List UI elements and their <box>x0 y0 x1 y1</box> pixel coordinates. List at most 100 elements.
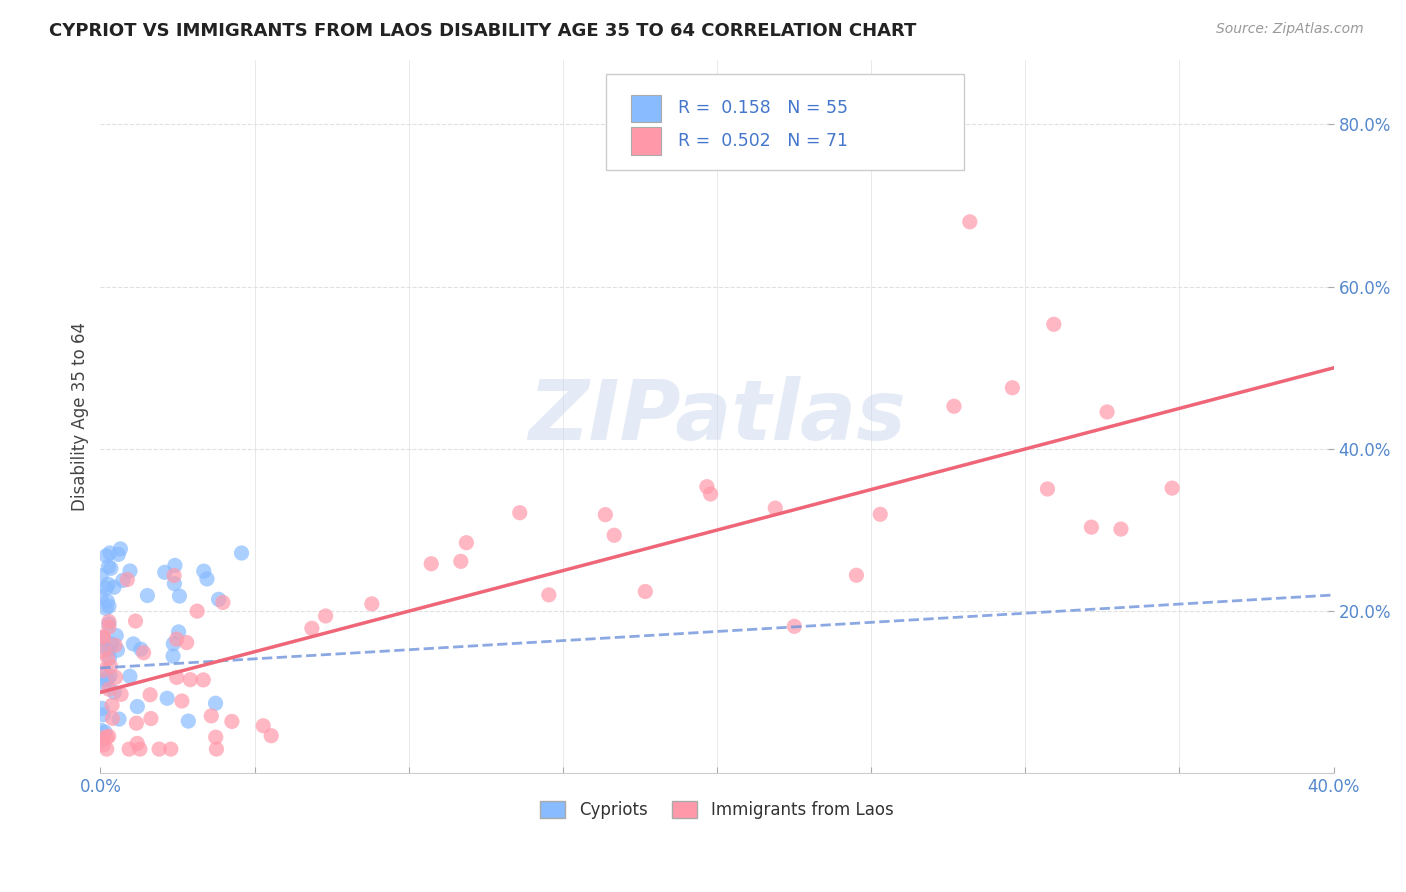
Text: CYPRIOT VS IMMIGRANTS FROM LAOS DISABILITY AGE 35 TO 64 CORRELATION CHART: CYPRIOT VS IMMIGRANTS FROM LAOS DISABILI… <box>49 22 917 40</box>
Point <box>166 632 188 647</box>
Point <box>699 487 721 501</box>
Point <box>221 714 243 729</box>
Point <box>456 535 478 549</box>
Point <box>98 546 121 560</box>
Point <box>104 670 127 684</box>
Point <box>103 685 125 699</box>
Point <box>156 691 179 706</box>
Point <box>93 630 115 644</box>
Point <box>97 642 120 657</box>
Point <box>200 709 222 723</box>
Point <box>163 568 186 582</box>
Point <box>101 698 124 713</box>
Point <box>167 624 190 639</box>
Point <box>93 630 115 644</box>
Point <box>163 558 186 573</box>
Point <box>1109 522 1132 536</box>
Point <box>205 742 228 756</box>
Point <box>93 663 115 677</box>
Point <box>97 682 120 697</box>
Point <box>1080 520 1102 534</box>
Point <box>139 712 162 726</box>
Point <box>91 707 114 722</box>
Point <box>110 541 132 556</box>
Text: R =  0.502   N = 71: R = 0.502 N = 71 <box>678 132 848 150</box>
Point <box>127 736 149 750</box>
Point <box>93 738 115 752</box>
Point <box>162 649 184 664</box>
Point <box>129 742 152 756</box>
Text: ZIPatlas: ZIPatlas <box>529 376 905 457</box>
Point <box>177 714 200 728</box>
Point <box>603 528 626 542</box>
Point <box>193 673 215 687</box>
Point <box>212 595 235 609</box>
Point <box>100 659 122 673</box>
Point <box>93 645 115 659</box>
Point <box>117 573 139 587</box>
Point <box>93 673 115 687</box>
Point <box>186 604 208 618</box>
Point <box>97 616 120 631</box>
Point <box>96 742 118 756</box>
Point <box>93 731 115 745</box>
Point <box>193 564 215 578</box>
Point <box>94 601 117 615</box>
Point <box>93 666 115 681</box>
Point <box>204 730 226 744</box>
Point <box>101 711 124 725</box>
Point <box>420 557 443 571</box>
Point <box>118 564 141 578</box>
Point <box>111 574 134 588</box>
Point <box>943 399 966 413</box>
FancyBboxPatch shape <box>631 128 661 154</box>
Point <box>315 609 337 624</box>
Point <box>170 694 193 708</box>
Point <box>97 620 120 634</box>
Point <box>118 742 141 756</box>
Point <box>91 701 114 715</box>
Point <box>97 577 120 591</box>
Point <box>537 588 560 602</box>
Point <box>90 568 112 582</box>
Point <box>90 590 112 604</box>
Point <box>125 716 148 731</box>
Point <box>252 719 274 733</box>
Point <box>179 673 201 687</box>
Point <box>129 642 152 657</box>
Point <box>1095 405 1118 419</box>
Point <box>260 729 283 743</box>
Point <box>97 559 120 574</box>
FancyBboxPatch shape <box>606 74 963 170</box>
Point <box>94 581 117 595</box>
Point <box>195 572 218 586</box>
Point <box>845 568 868 582</box>
Point <box>98 651 121 665</box>
Point <box>148 742 170 756</box>
Point <box>1001 381 1024 395</box>
Point <box>783 619 806 633</box>
Point <box>139 688 162 702</box>
Point <box>100 637 122 651</box>
Point <box>136 589 159 603</box>
Point <box>204 696 226 710</box>
Point <box>103 580 125 594</box>
Point <box>360 597 382 611</box>
Point <box>107 547 129 561</box>
Point <box>763 501 786 516</box>
Point <box>132 646 155 660</box>
Point <box>207 592 229 607</box>
Point <box>94 725 117 739</box>
Point <box>104 638 127 652</box>
Point <box>169 589 191 603</box>
Point <box>96 549 118 563</box>
Point <box>97 651 120 665</box>
Text: Source: ZipAtlas.com: Source: ZipAtlas.com <box>1216 22 1364 37</box>
Legend: Cypriots, Immigrants from Laos: Cypriots, Immigrants from Laos <box>534 794 900 826</box>
Point <box>163 576 186 591</box>
Point <box>91 632 114 646</box>
Text: R =  0.158   N = 55: R = 0.158 N = 55 <box>678 99 848 117</box>
Point <box>509 506 531 520</box>
Point <box>231 546 253 560</box>
Point <box>696 480 718 494</box>
